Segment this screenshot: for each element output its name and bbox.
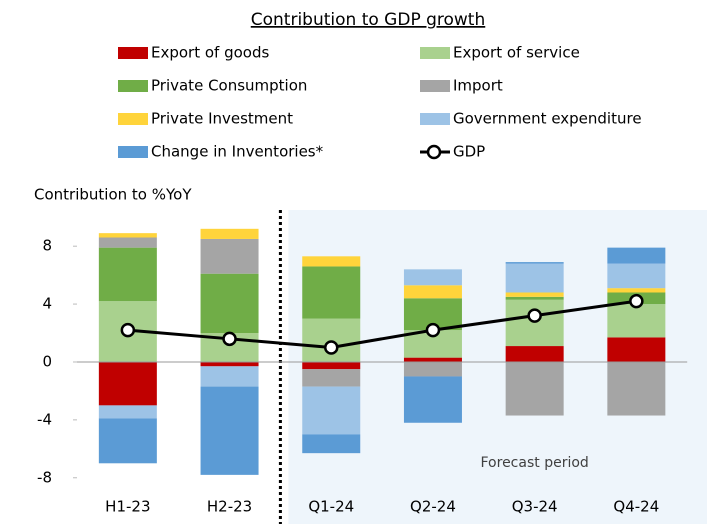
- legend-label: Export of goods: [151, 44, 269, 62]
- bar-segment: [607, 361, 666, 416]
- point: [425, 322, 441, 338]
- bar-segment: [98, 237, 157, 248]
- chart-title: Contribution to GDP growth: [251, 10, 486, 30]
- legend-swatch: [420, 80, 450, 92]
- y-axis-label: Contribution to %YoY: [34, 186, 192, 204]
- bar-segment: [505, 361, 564, 416]
- legend-item: Change in Inventories*: [118, 143, 324, 161]
- bar-segment: [200, 386, 259, 475]
- legend-label: GDP: [453, 143, 485, 161]
- bar-segment: [505, 346, 564, 362]
- legend-item: GDP: [420, 143, 485, 161]
- point: [120, 322, 136, 338]
- legend-swatch: [118, 47, 148, 59]
- legend-item: Export of goods: [118, 44, 269, 62]
- point: [527, 308, 542, 323]
- legend-item: Import: [420, 77, 503, 95]
- legend-swatch: [118, 113, 148, 125]
- point: [324, 340, 339, 355]
- y-tick-label: 8: [42, 237, 52, 255]
- bar-segment: [607, 263, 666, 289]
- bar-segment: [607, 304, 666, 338]
- legend-swatch: [118, 80, 148, 92]
- x-tick-label: H1-23: [105, 498, 150, 516]
- legend-swatch: [118, 146, 148, 158]
- bar-segment: [302, 256, 361, 267]
- bar-segment: [98, 233, 157, 238]
- bar-segment: [607, 247, 666, 264]
- bar-segment: [403, 269, 462, 286]
- bar-segment: [403, 361, 462, 377]
- line: [127, 299, 637, 350]
- y-tick-label: 4: [42, 295, 52, 313]
- legend-swatch: [420, 47, 450, 59]
- legend-label: Government expenditure: [453, 110, 642, 128]
- bar-segment: [302, 369, 361, 387]
- y-tick-label: 0: [42, 352, 52, 370]
- bar-segment: [200, 361, 259, 367]
- legend-label: Import: [453, 77, 503, 95]
- y-tick-label: -8: [37, 468, 52, 486]
- legend-item: Government expenditure: [420, 110, 642, 128]
- y-tick-label: -4: [37, 410, 52, 428]
- bar-segment: [302, 361, 361, 370]
- bar-segment: [200, 273, 259, 334]
- bar-segment: [302, 266, 361, 319]
- point: [629, 293, 644, 309]
- legend-swatch: [420, 113, 450, 125]
- bar-segment: [505, 263, 564, 293]
- annotation: Forecast period: [481, 455, 589, 471]
- bar-segment: [403, 285, 462, 299]
- bar-segment: [607, 337, 666, 362]
- x-tick-label: Q1-24: [308, 498, 354, 516]
- point: [222, 331, 237, 347]
- bar-segment: [200, 238, 259, 274]
- bar-segment: [505, 296, 564, 300]
- legend-marker: [426, 144, 442, 160]
- bar-segment: [302, 386, 361, 435]
- bar-segment: [98, 247, 157, 302]
- legend-label: Export of service: [453, 44, 580, 62]
- bar-segment: [505, 262, 564, 264]
- legend-item: Private Investment: [118, 110, 293, 128]
- bar-segment: [302, 434, 361, 454]
- bar-segment: [607, 288, 666, 293]
- legend-label: Private Investment: [151, 110, 293, 128]
- x-tick-label: H2-23: [207, 498, 252, 516]
- bar-segment: [505, 292, 564, 297]
- bar-segment: [200, 366, 259, 387]
- bar-segment: [403, 357, 462, 362]
- legend-item: Export of service: [420, 44, 580, 62]
- bar-segment: [98, 361, 157, 406]
- bar-segment: [98, 405, 157, 419]
- x-tick-label: Q2-24: [410, 498, 456, 516]
- bar-segment: [403, 376, 462, 423]
- x-tick-label: Q3-24: [512, 498, 558, 516]
- legend-label: Change in Inventories*: [151, 143, 324, 161]
- bar-segment: [200, 228, 259, 239]
- legend-label: Private Consumption: [151, 77, 307, 95]
- x-tick-label: Q4-24: [613, 498, 659, 516]
- legend-item: Private Consumption: [118, 77, 307, 95]
- bar-segment: [98, 418, 157, 464]
